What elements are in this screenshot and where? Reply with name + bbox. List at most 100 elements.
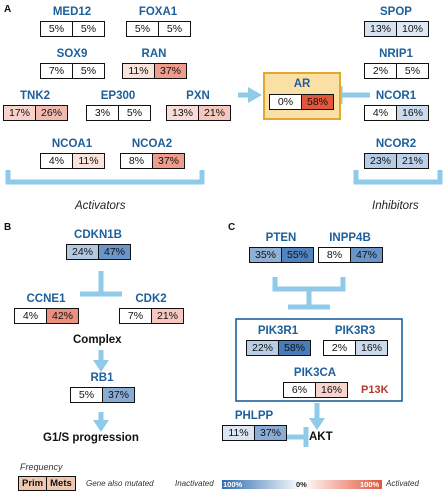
gene-name-ncor1: NCOR1 (375, 90, 417, 102)
freq-box-pik3r3: 2% 16% (323, 340, 388, 356)
mets-cell-pxn: 21% (198, 106, 230, 120)
freq-box-ncoa1: 4% 11% (40, 153, 105, 169)
prim-cell-inpp4b: 8% (319, 248, 350, 262)
freq-box-ncoa2: 8% 37% (120, 153, 185, 169)
mets-cell-tnk2: 26% (35, 106, 67, 120)
legend-gradient-bar (222, 480, 382, 489)
mets-cell-ncoa2: 37% (152, 154, 184, 168)
legend-also-mutated: Gene also mutated (86, 479, 154, 488)
gene-name-ncor2: NCOR2 (375, 138, 417, 150)
freq-box-nrip1: 2% 5% (364, 63, 429, 79)
prim-cell-rb1: 5% (71, 388, 102, 402)
prim-cell-med12: 5% (41, 22, 72, 36)
gene-name-tnk2: TNK2 (19, 90, 51, 102)
prim-cell-pik3r3: 2% (324, 341, 355, 355)
gene-name-inpp4b: INPP4B (329, 232, 371, 244)
prim-cell-cdkn1b: 24% (67, 245, 98, 259)
gene-name-spop: SPOP (380, 6, 412, 18)
mets-cell-pik3ca: 16% (315, 383, 347, 397)
mets-cell-pik3r3: 16% (355, 341, 387, 355)
legend-activated: Activated (386, 479, 419, 488)
freq-box-spop: 13% 10% (364, 21, 429, 37)
gene-name-ran: RAN (141, 48, 167, 60)
panel-b-letter: B (4, 222, 12, 233)
prim-cell-pik3r1: 22% (247, 341, 278, 355)
freq-box-cdkn1b: 24% 47% (66, 244, 131, 260)
gene-name-sox9: SOX9 (56, 48, 88, 60)
gene-name-rb1: RB1 (90, 372, 114, 384)
gene-name-phlpp: PHLPP (234, 410, 274, 422)
akt-label: AKT (309, 431, 333, 443)
prim-cell-pik3ca: 6% (284, 383, 315, 397)
freq-box-ran: 11% 37% (122, 63, 187, 79)
legend-frequency-label: Frequency (20, 462, 63, 472)
freq-box-sox9: 7% 5% (40, 63, 105, 79)
gene-name-pten: PTEN (265, 232, 297, 244)
activators-bracket (5, 170, 205, 185)
prim-cell-ncor2: 23% (365, 154, 396, 168)
freq-box-phlpp: 11% 37% (222, 425, 287, 441)
mets-cell-inpp4b: 47% (350, 248, 382, 262)
mets-cell-ncor2: 21% (396, 154, 428, 168)
gene-name-ar: AR (293, 78, 311, 90)
gene-name-ncoa1: NCOA1 (51, 138, 93, 150)
freq-box-ccne1: 4% 42% (14, 308, 79, 324)
mets-cell-foxa1: 5% (158, 22, 190, 36)
freq-box-ep300: 3% 5% (86, 105, 151, 121)
inhibitors-bracket (353, 170, 443, 185)
prim-cell-cdk2: 7% (120, 309, 151, 323)
mets-cell-sox9: 5% (72, 64, 104, 78)
legend-inactivated-pct: 100% (223, 480, 243, 489)
freq-box-pxn: 13% 21% (166, 105, 231, 121)
freq-box-pik3r1: 22% 58% (246, 340, 311, 356)
gene-name-foxa1: FOXA1 (138, 6, 178, 18)
gene-name-cdkn1b: CDKN1B (74, 229, 122, 241)
mets-cell-ep300: 5% (118, 106, 150, 120)
prim-cell-spop: 13% (365, 22, 396, 36)
p13k-label: P13K (361, 384, 389, 396)
mets-cell-rb1: 37% (102, 388, 134, 402)
mets-cell-ncoa1: 11% (72, 154, 104, 168)
g1s-progression-label: G1/S progression (43, 432, 139, 444)
prim-cell-phlpp: 11% (223, 426, 254, 440)
prim-cell-ncor1: 4% (365, 106, 396, 120)
gene-name-pxn: PXN (186, 90, 210, 102)
prim-cell-pten: 35% (250, 248, 281, 262)
gene-name-pik3ca: PIK3CA (293, 367, 337, 379)
panel-a-letter: A (4, 4, 12, 15)
mets-cell-nrip1: 5% (396, 64, 428, 78)
freq-box-inpp4b: 8% 47% (318, 247, 383, 263)
freq-box-tnk2: 17% 26% (3, 105, 68, 121)
freq-box-ar: 0% 58% (269, 94, 334, 110)
prim-cell-ar: 0% (270, 95, 301, 109)
mets-cell-med12: 5% (72, 22, 104, 36)
prim-cell-tnk2: 17% (4, 106, 35, 120)
mets-cell-ncor1: 16% (396, 106, 428, 120)
prim-cell-ran: 11% (123, 64, 154, 78)
mets-cell-phlpp: 37% (254, 426, 286, 440)
prim-cell-pxn: 13% (167, 106, 198, 120)
legend-mets-label: Mets (46, 477, 75, 490)
mets-cell-pten: 55% (281, 248, 313, 262)
freq-box-cdk2: 7% 21% (119, 308, 184, 324)
gene-name-ep300: EP300 (100, 90, 136, 102)
freq-box-rb1: 5% 37% (70, 387, 135, 403)
legend-prim-mets-box: Prim Mets (18, 476, 76, 491)
gene-name-ccne1: CCNE1 (26, 293, 66, 305)
freq-box-pik3ca: 6% 16% (283, 382, 348, 398)
mets-cell-spop: 10% (396, 22, 428, 36)
freq-box-ncor2: 23% 21% (364, 153, 429, 169)
gene-name-med12: MED12 (52, 6, 92, 18)
gene-name-pik3r3: PIK3R3 (334, 325, 376, 337)
gene-name-nrip1: NRIP1 (379, 48, 413, 60)
panel-c-letter: C (228, 222, 236, 233)
mets-cell-pik3r1: 58% (278, 341, 310, 355)
prim-cell-ccne1: 4% (15, 309, 46, 323)
mets-cell-ar: 58% (301, 95, 333, 109)
prim-cell-ncoa2: 8% (121, 154, 152, 168)
legend-zero-pct: 0% (296, 480, 307, 489)
prim-cell-ep300: 3% (87, 106, 118, 120)
freq-box-ncor1: 4% 16% (364, 105, 429, 121)
legend-prim-label: Prim (22, 478, 44, 489)
gene-name-cdk2: CDK2 (135, 293, 167, 305)
